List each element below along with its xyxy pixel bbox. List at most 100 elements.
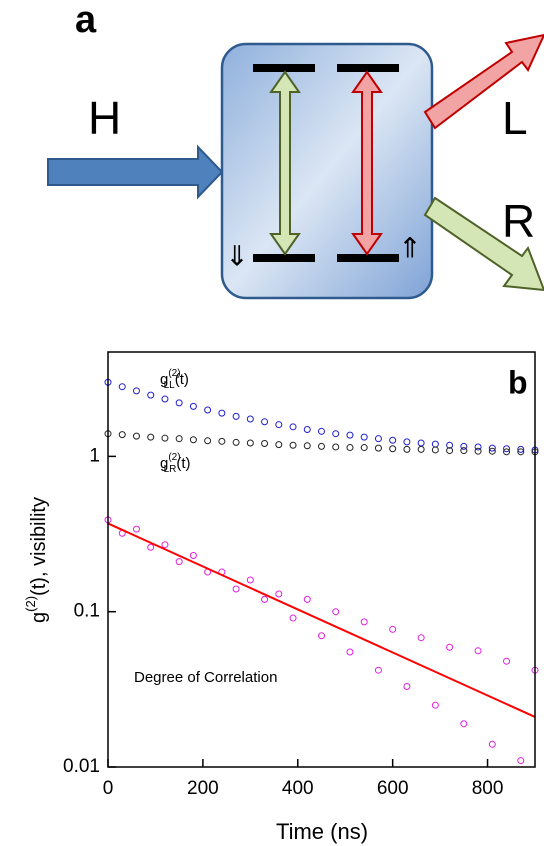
- data-point: [474, 443, 482, 451]
- input-arrow: [47, 144, 224, 200]
- y-label-part: (2): [23, 596, 38, 612]
- y-tick-label: 0.01: [63, 756, 100, 777]
- data-point: [460, 442, 468, 450]
- data-point: [460, 447, 468, 455]
- data-point: [118, 431, 126, 439]
- data-point: [161, 434, 169, 442]
- data-point: [403, 682, 411, 690]
- panel-label: b: [508, 364, 528, 400]
- data-point: [517, 448, 525, 456]
- x-tick-label: 600: [377, 778, 409, 799]
- annotation-part: g: [160, 455, 168, 472]
- data-point: [360, 618, 368, 626]
- y-axis-label: g(2)(t), visibility: [23, 497, 50, 623]
- data-point: [503, 657, 511, 665]
- data-point: [175, 558, 183, 566]
- data-point: [118, 383, 126, 391]
- data-point: [374, 444, 382, 452]
- data-point: [189, 402, 197, 410]
- annotation-part: (t): [176, 455, 190, 472]
- annotation-part: LR: [164, 464, 177, 475]
- data-point: [488, 740, 496, 748]
- plot: 0 200 400 600 800 0.01 0.1 1: [63, 378, 539, 799]
- input-label: H: [88, 92, 121, 144]
- data-point: [189, 436, 197, 444]
- annotation-part: g: [160, 371, 168, 388]
- annotation-part: LL: [164, 380, 176, 391]
- x-tick-label: 0: [103, 778, 114, 799]
- y-label-part: (t), visibility: [28, 497, 50, 596]
- data-point: [161, 395, 169, 403]
- level: [337, 64, 399, 72]
- x-tick-label: 200: [187, 778, 219, 799]
- y-tick-label: 0.1: [74, 601, 100, 622]
- data-point: [147, 433, 155, 441]
- data-point: [275, 421, 283, 429]
- data-point: [303, 595, 311, 603]
- data-point: [147, 543, 155, 551]
- data-point: [417, 634, 425, 642]
- data-point: [360, 444, 368, 452]
- data-point: [460, 720, 468, 728]
- data-point: [503, 448, 511, 456]
- data-point: [389, 625, 397, 633]
- transition-arrow: [269, 70, 301, 256]
- level: [253, 254, 315, 262]
- data-point: [346, 431, 354, 439]
- data-point: [147, 391, 155, 399]
- data-point: [246, 439, 254, 447]
- data-point: [332, 443, 340, 451]
- data-point: [289, 441, 297, 449]
- annotation: g(2) LR(t): [160, 452, 191, 475]
- data-point: [318, 442, 325, 450]
- data-point: [275, 441, 283, 449]
- x-tick-label: 800: [472, 778, 504, 799]
- data-point: [374, 435, 382, 443]
- data-point: [232, 412, 240, 420]
- output-arrow-r: [423, 196, 544, 292]
- data-point: [318, 427, 325, 435]
- data-point: [218, 409, 226, 417]
- data-point: [488, 444, 496, 452]
- x-tick-label: 400: [282, 778, 314, 799]
- x-axis-label: Time (ns): [276, 819, 368, 844]
- y-label-part: g: [28, 612, 50, 623]
- data-point: [403, 445, 411, 453]
- data-point: [261, 418, 269, 426]
- data-point: [318, 632, 325, 640]
- data-point: [389, 445, 397, 453]
- annotation-part: (2): [168, 368, 180, 379]
- data-point: [431, 701, 439, 709]
- data-point: [446, 441, 454, 449]
- data-point: [431, 440, 439, 448]
- data-point: [218, 437, 226, 445]
- data-point: [503, 445, 511, 453]
- data-point: [175, 435, 183, 443]
- data-point: [161, 541, 169, 549]
- data-point: [374, 666, 382, 674]
- data-point: [261, 595, 269, 603]
- spin-label: ⇑: [398, 232, 421, 263]
- data-point: [417, 445, 425, 453]
- data-point: [303, 442, 311, 450]
- data-point: [132, 432, 140, 440]
- data-point: [204, 406, 212, 414]
- data-point: [175, 399, 183, 407]
- data-point: [346, 444, 354, 452]
- data-point: [289, 614, 297, 622]
- data-point: [246, 415, 254, 423]
- transition-arrow: [351, 70, 383, 256]
- data-point: [474, 447, 482, 455]
- data-point: [417, 439, 425, 447]
- data-point: [232, 585, 240, 593]
- data-point: [403, 438, 411, 446]
- data-point: [517, 757, 525, 765]
- data-point: [204, 437, 212, 445]
- data-point: [275, 590, 283, 598]
- spin-label: ⇓: [225, 240, 248, 271]
- data-point: [261, 440, 269, 448]
- data-point: [303, 425, 311, 433]
- level: [337, 254, 399, 262]
